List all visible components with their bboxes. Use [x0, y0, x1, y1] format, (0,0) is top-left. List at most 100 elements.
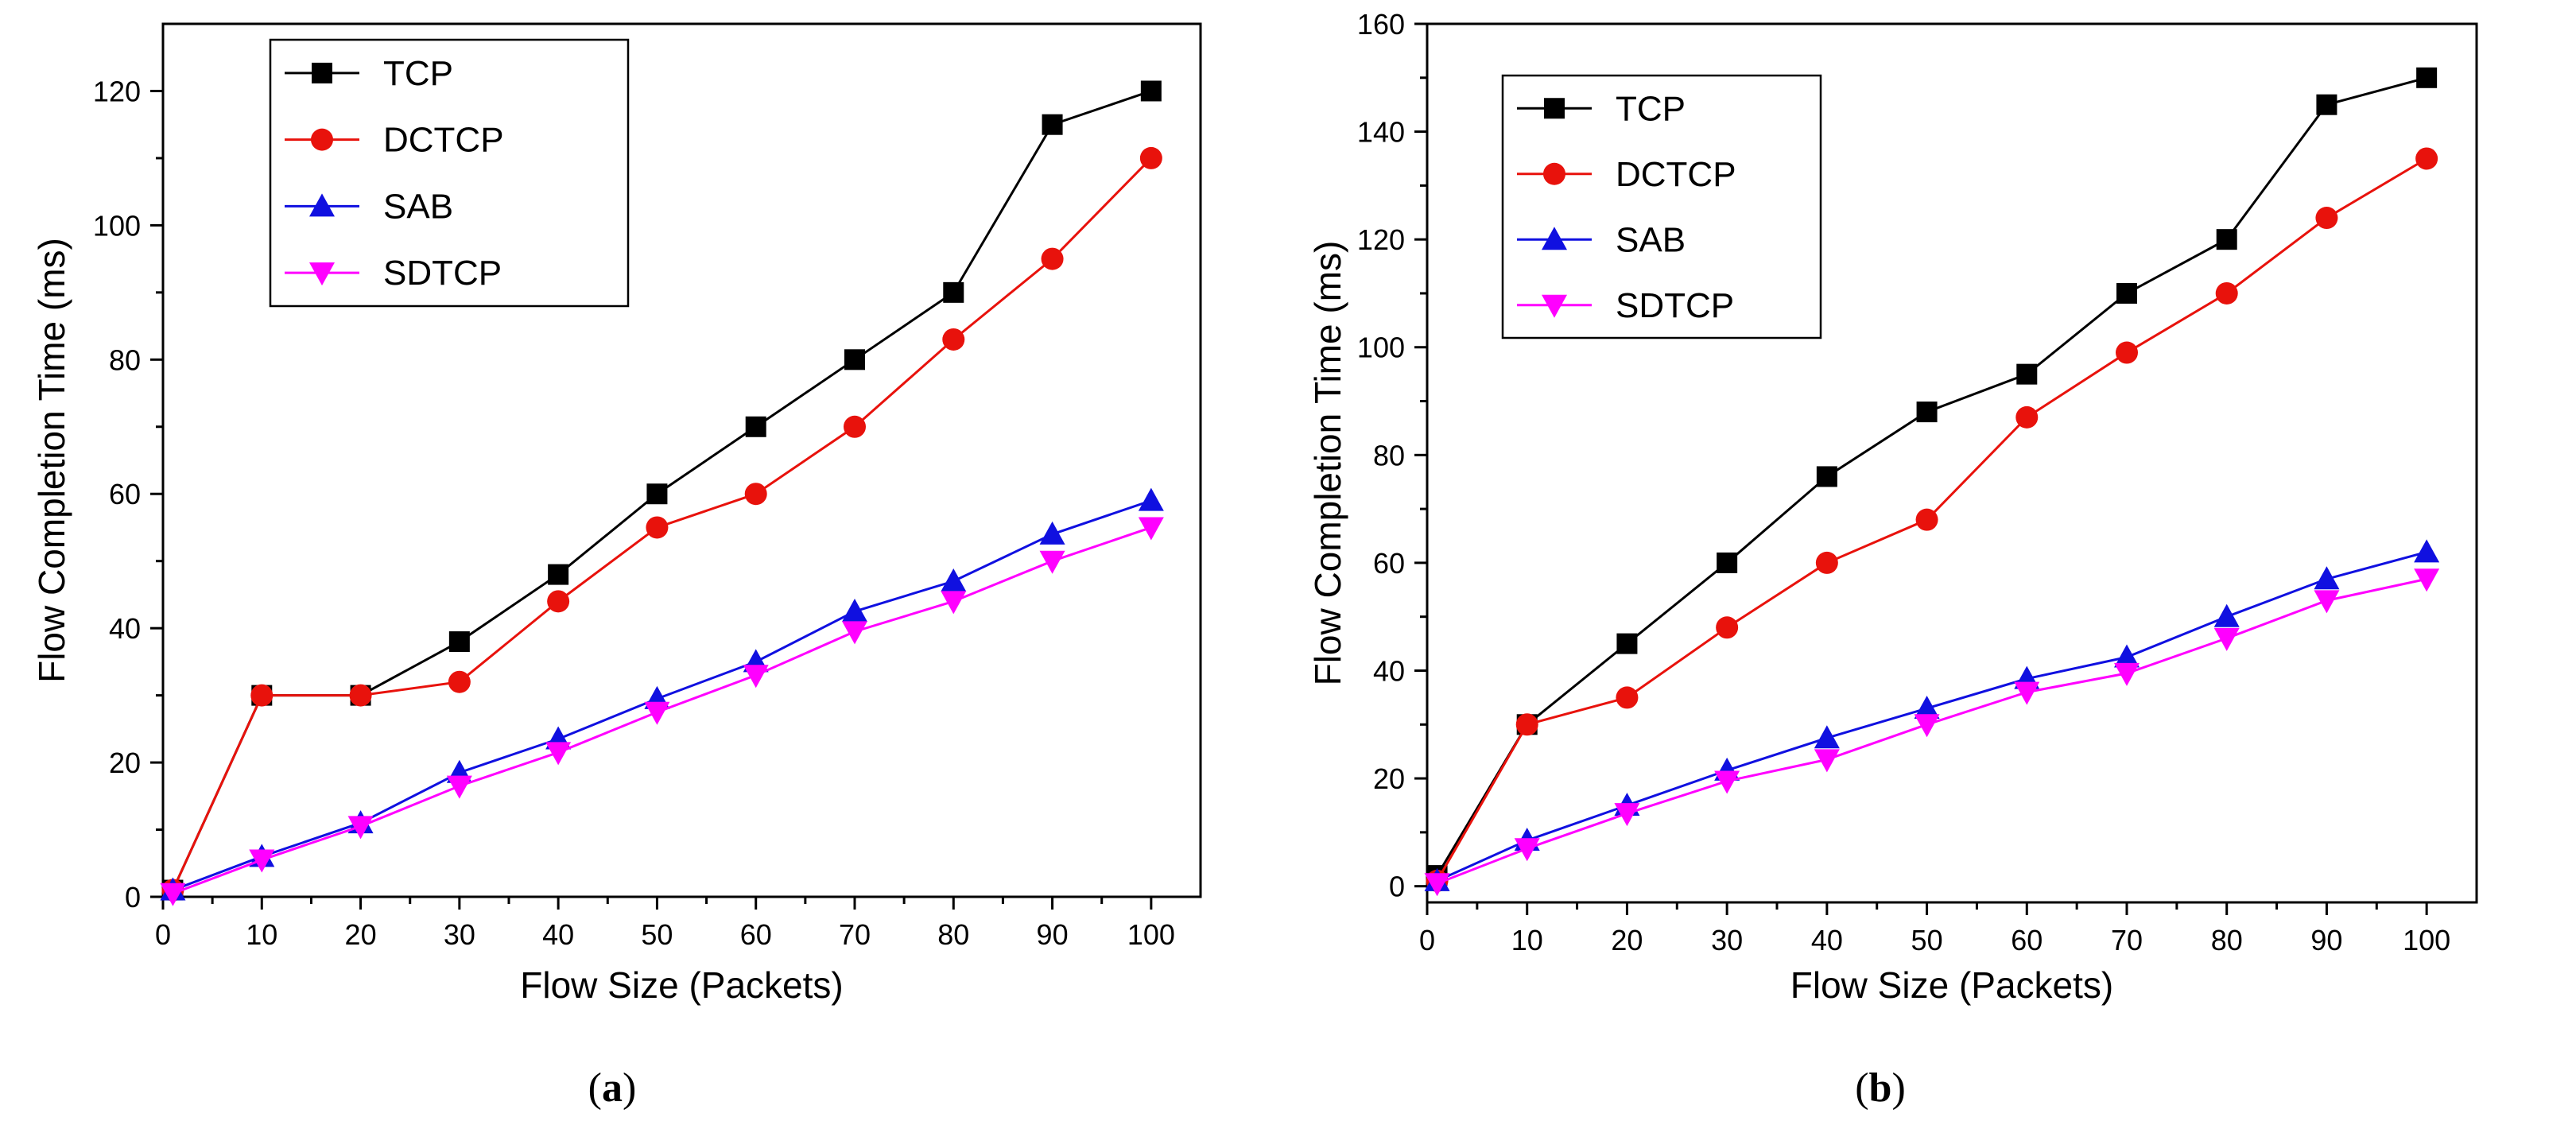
data-point-tcp — [844, 349, 865, 370]
data-point-dctcp — [2015, 405, 2039, 429]
data-point-sab — [1039, 521, 1065, 545]
legend-label-dctcp: DCTCP — [383, 121, 504, 160]
series-sdtcp — [1424, 568, 2440, 897]
legend-marker-dctcp — [311, 128, 333, 151]
data-point-sab — [842, 599, 867, 623]
data-point-sdtcp — [644, 701, 670, 725]
legend-label-dctcp: DCTCP — [1616, 155, 1736, 194]
data-point-dctcp — [448, 670, 471, 693]
data-point-dctcp — [1041, 247, 1064, 270]
y-tick-label: 20 — [109, 747, 141, 779]
data-point-dctcp — [646, 516, 669, 539]
data-point-dctcp — [1515, 713, 1538, 736]
x-tick-label: 20 — [1611, 924, 1643, 956]
legend: TCP DCTCP SAB SDTCP — [1501, 74, 1822, 339]
data-point-sdtcp — [2213, 627, 2240, 651]
x-tick-label: 0 — [1419, 924, 1435, 956]
data-point-sdtcp — [347, 816, 374, 840]
x-tick-label: 10 — [1511, 924, 1543, 956]
data-point-dctcp — [2415, 147, 2438, 170]
x-tick-label: 80 — [937, 918, 969, 951]
x-axis-title: Flow Size (Packets) — [1790, 964, 2113, 1006]
x-tick-label: 50 — [1911, 924, 1943, 956]
data-point-tcp — [1042, 114, 1063, 135]
data-point-sdtcp — [249, 849, 275, 873]
x-tick-label: 100 — [1127, 918, 1175, 951]
y-tick-label: 60 — [1373, 547, 1405, 580]
y-tick-label: 0 — [125, 881, 141, 914]
data-point-tcp — [2016, 363, 2038, 385]
data-point-tcp — [646, 483, 668, 505]
data-point-sab — [1138, 487, 1164, 511]
y-tick-label: 80 — [109, 343, 141, 376]
y-tick-label: 140 — [1357, 116, 1405, 149]
chart-panel-a: 0 10 20 30 40 50 60 70 80 90 100 0 20 40 60 80 100 120 Flo… — [31, 22, 1202, 1111]
y-tick-label: 0 — [1389, 871, 1405, 903]
data-point-tcp — [2316, 94, 2337, 115]
data-point-dctcp — [1815, 551, 1838, 574]
chart-panel-b: 0 10 20 30 40 50 60 70 80 90 100 0 20 40 60 80 100 120 140… — [1288, 0, 2576, 1125]
data-point-dctcp — [2215, 281, 2238, 305]
x-tick-label: 60 — [2011, 924, 2043, 956]
x-tick-label: 50 — [641, 918, 673, 951]
legend: TCP DCTCP SAB SDTCP — [269, 38, 630, 308]
legend-box — [1501, 74, 1822, 339]
x-tick-label: 40 — [542, 918, 574, 951]
data-point-dctcp — [942, 328, 965, 351]
x-tick-label: 90 — [2310, 924, 2342, 956]
y-tick-label: 60 — [109, 478, 141, 510]
series-sdtcp — [160, 517, 1164, 906]
data-point-sdtcp — [842, 621, 867, 645]
plot-frame — [1426, 22, 2478, 904]
legend-box — [269, 38, 630, 308]
legend-label-sdtcp: SDTCP — [1616, 286, 1734, 325]
data-point-dctcp — [2116, 341, 2138, 364]
data-point-tcp — [1916, 402, 1938, 423]
data-point-sab — [2414, 539, 2440, 563]
data-point-sab — [2314, 566, 2340, 590]
data-point-tcp — [2116, 282, 2137, 304]
data-point-sdtcp — [1614, 803, 1640, 827]
data-point-sdtcp — [1714, 770, 1740, 794]
data-point-dctcp — [250, 684, 274, 707]
data-point-sab — [1814, 725, 1840, 749]
x-axis-title: Flow Size (Packets) — [520, 964, 843, 1006]
data-point-dctcp — [1716, 616, 1739, 639]
data-point-sdtcp — [2314, 590, 2340, 614]
legend-label-sdtcp: SDTCP — [383, 254, 502, 293]
data-point-tcp — [745, 416, 766, 437]
y-tick-label: 40 — [109, 612, 141, 645]
data-point-sdtcp — [2114, 662, 2140, 686]
y-tick-label: 80 — [1373, 439, 1405, 471]
data-point-dctcp — [844, 415, 866, 438]
y-axis-title: Flow Completion Time (ms) — [1307, 241, 1348, 686]
x-tick-label: 60 — [740, 918, 772, 951]
data-point-sdtcp — [2414, 568, 2440, 592]
y-axis-title: Flow Completion Time (ms) — [31, 238, 72, 683]
legend-marker-sab — [309, 193, 335, 217]
legend-label-tcp: TCP — [383, 54, 453, 93]
data-point-dctcp — [547, 590, 570, 613]
series-line-sdtcp — [1437, 577, 2427, 885]
data-point-dctcp — [349, 684, 372, 707]
data-point-sdtcp — [1424, 873, 1450, 897]
data-point-sab — [1914, 695, 1940, 719]
data-point-tcp — [548, 564, 569, 585]
data-point-sdtcp — [545, 742, 572, 766]
data-point-dctcp — [1616, 686, 1639, 709]
data-point-tcp — [1140, 80, 1162, 102]
legend-label-sab: SAB — [1616, 220, 1686, 259]
legend-marker-tcp — [1544, 98, 1565, 119]
y-tick-label: 40 — [1373, 654, 1405, 687]
chart-b-svg: 0 10 20 30 40 50 60 70 80 90 100 0 20 40 60 80 100 120 140… — [1307, 8, 2478, 1111]
data-point-dctcp — [2315, 207, 2338, 230]
data-point-tcp — [943, 281, 964, 303]
data-point-sab — [2213, 603, 2240, 627]
y-tick-label: 100 — [93, 209, 141, 242]
data-point-dctcp — [1915, 508, 1938, 531]
series-dctcp — [161, 146, 1162, 902]
x-tick-label: 100 — [2403, 924, 2450, 956]
x-tick-label: 10 — [246, 918, 277, 951]
legend-marker-sdtcp — [309, 262, 335, 286]
data-point-sab — [941, 568, 967, 592]
